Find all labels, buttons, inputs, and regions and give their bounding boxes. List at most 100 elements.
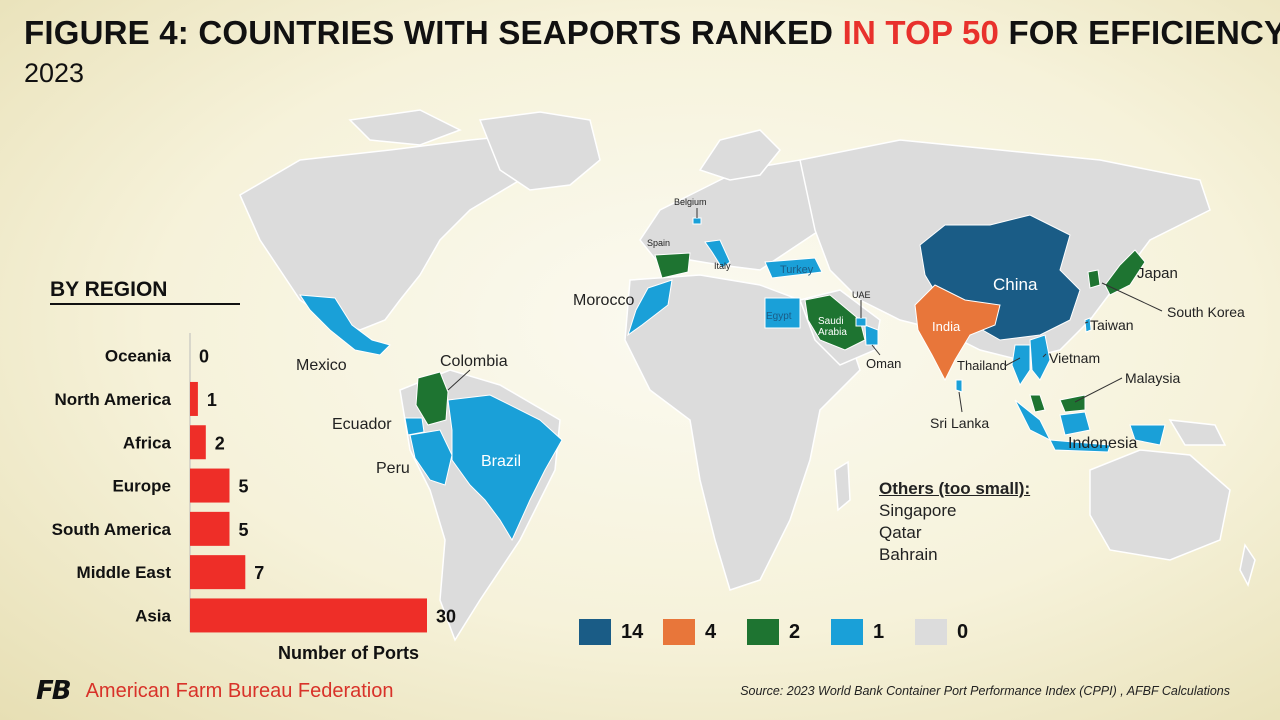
madagascar-shape [834,460,851,512]
label-mexico: Mexico [296,357,347,374]
label-ecuador: Ecuador [332,416,392,433]
legend-label: 2 [789,620,801,643]
value-label: 0 [199,347,209,367]
legend-item: 4 [663,619,735,645]
country-taiwan [1084,317,1092,333]
org-name: American Farm Bureau Federation [85,679,394,702]
legend-label: 14 [621,620,644,643]
label-south-korea: South Korea [1167,304,1245,320]
chart-title: FIGURE 4: COUNTRIES WITH SEAPORTS RANKED… [24,14,1280,52]
legend-item: 14 [579,619,651,645]
country-sri-lanka [955,379,963,393]
label-vietnam: Vietnam [1049,350,1100,366]
country-belgium [692,217,702,225]
country-uae [855,317,867,327]
label-sri-lanka: Sri Lanka [930,415,989,431]
label-thailand: Thailand [957,358,1007,373]
africa-shape [624,274,861,591]
label-egypt: Egypt [766,311,792,322]
legend-swatch [831,619,863,645]
category-label: South America [52,520,172,539]
title-suffix: FOR EFFICIENCY [999,14,1280,51]
label-taiwan: Taiwan [1090,317,1134,333]
country-italy [704,239,731,269]
legend-swatch [663,619,695,645]
country-saudi-arabia [804,294,866,351]
value-label: 2 [215,433,225,453]
country-malaysia [1029,394,1086,413]
value-label: 30 [436,606,456,626]
legend-label: 1 [873,620,885,643]
papua-shape [1168,419,1227,446]
country-vietnam [1029,334,1051,381]
highlighted-countries [299,214,1166,542]
legend-item: 1 [831,619,903,645]
label-colombia: Colombia [440,353,508,370]
country-mexico [299,294,391,356]
country-south-korea [1087,269,1101,289]
label-morocco: Morocco [573,292,634,309]
label-spain: Spain [647,238,670,248]
label-turkey: Turkey [780,264,814,276]
fb-logo-icon: FB [36,676,72,706]
legend-item: 0 [915,619,987,645]
legend-swatch [579,619,611,645]
category-label: Africa [123,433,172,452]
map-legend: 14 4 2 1 0 [579,619,999,645]
value-label: 5 [239,520,249,540]
others-item: Singapore [879,501,957,520]
scandinavia-shape [698,129,782,181]
value-label: 7 [254,563,264,583]
country-oman [864,324,879,346]
label-saudi-arabia: Saudi [818,316,844,327]
label-saudi-arabia-2: Arabia [818,327,847,338]
legend-swatch [747,619,779,645]
bar-africa [190,425,206,460]
others-item: Bahrain [879,545,938,564]
country-peru [409,429,453,486]
country-japan [1104,249,1146,296]
country-turkey [764,257,823,279]
label-indonesia: Indonesia [1068,435,1137,452]
label-uae: UAE [852,290,871,300]
chart-subtitle: 2023 [24,58,85,88]
country-indonesia [1014,399,1166,453]
label-belgium: Belgium [674,197,707,207]
new-zealand-shape [1239,543,1256,588]
canada-islands-shape [348,109,462,146]
country-india [914,284,1001,382]
others-note: Others (too small): Singapore Qatar Bahr… [879,478,1030,566]
region-chart-title: BY REGION [50,278,240,305]
category-label: Europe [112,477,171,496]
category-label: Oceania [105,347,172,366]
title-text: FIGURE 4: COUNTRIES WITH SEAPORTS RANKED [24,14,843,51]
legend-item: 2 [747,619,819,645]
label-peru: Peru [376,460,410,477]
title-highlight: IN TOP 50 [842,14,1000,51]
country-morocco [627,279,673,337]
map-labels: China India Brazil Saudi Arabia Turkey E… [296,197,1245,477]
value-label: 5 [239,477,249,497]
afbf-logo: FB American Farm Bureau Federation [36,676,394,706]
bar-europe [190,468,230,503]
bar-middle-east [190,555,246,590]
label-oman: Oman [866,356,901,371]
australia-shape [1089,449,1231,561]
category-label: Asia [135,606,171,625]
country-ecuador [404,417,425,436]
value-label: 1 [207,390,217,410]
category-label: Middle East [77,563,172,582]
others-item: Qatar [879,523,922,542]
country-egypt [764,297,801,329]
label-malaysia: Malaysia [1125,370,1180,386]
source-note: Source: 2023 World Bank Container Port P… [740,684,1230,698]
bar-asia [190,598,427,633]
category-label: North America [54,390,171,409]
country-spain [654,252,691,279]
label-china: China [993,275,1038,294]
north-america-shape [239,134,547,331]
legend-label: 0 [957,620,969,643]
bar-south-america [190,511,230,546]
